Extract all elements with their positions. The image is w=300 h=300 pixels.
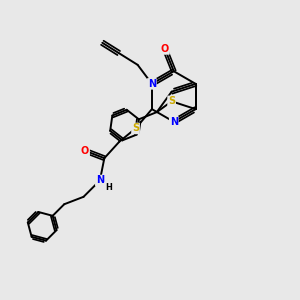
Text: S: S	[132, 124, 139, 134]
Text: O: O	[161, 44, 169, 54]
Text: O: O	[81, 146, 89, 156]
Text: N: N	[96, 176, 104, 185]
Text: N: N	[170, 117, 178, 127]
Text: S: S	[168, 96, 175, 106]
Text: H: H	[105, 182, 112, 191]
Text: N: N	[148, 79, 156, 89]
